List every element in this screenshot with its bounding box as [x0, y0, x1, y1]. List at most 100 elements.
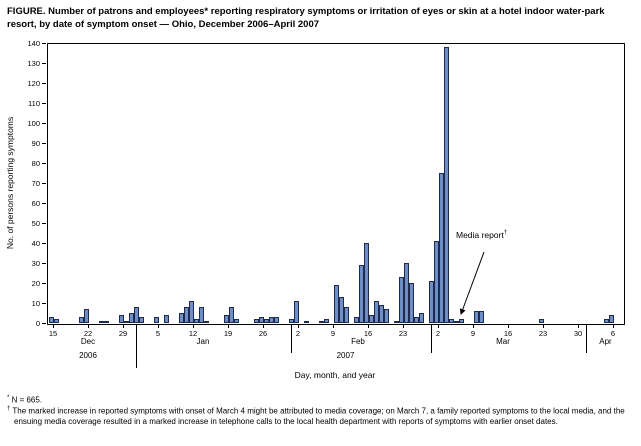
y-tick: [42, 203, 46, 204]
bar: [54, 319, 59, 323]
bar: [539, 319, 544, 323]
y-tick-label: 60: [31, 199, 40, 208]
y-tick: [42, 223, 46, 224]
bar: [364, 243, 369, 323]
month-divider: [430, 324, 432, 353]
month-label: Feb: [351, 337, 365, 346]
month-divider: [585, 324, 587, 353]
bar: [459, 319, 464, 323]
y-tick: [42, 263, 46, 264]
x-tick: [263, 324, 264, 328]
y-tick-label: 80: [31, 159, 40, 168]
bar: [294, 301, 299, 323]
bar: [84, 309, 89, 323]
y-tick: [42, 143, 46, 144]
x-tick-label: 16: [363, 329, 373, 338]
x-tick: [88, 324, 89, 328]
y-tick: [42, 123, 46, 124]
y-tick-label: 130: [27, 59, 40, 68]
y-tick: [42, 183, 46, 184]
x-tick-label: 22: [83, 329, 93, 338]
bar: [374, 301, 379, 323]
bar: [379, 305, 384, 323]
bar: [179, 313, 184, 323]
bar: [124, 321, 129, 323]
bar: [134, 307, 139, 323]
figure-title: FIGURE. Number of patrons and employees*…: [7, 6, 605, 30]
year-divider: [135, 324, 137, 368]
bar: [609, 315, 614, 323]
bar: [99, 321, 104, 323]
annotation-text: Media report: [456, 230, 504, 240]
bar: [454, 321, 459, 323]
y-tick-label: 90: [31, 139, 40, 148]
bar: [444, 47, 449, 323]
bar: [274, 317, 279, 323]
bar: [479, 311, 484, 323]
bar: [394, 321, 399, 323]
y-tick-label: 10: [31, 299, 40, 308]
y-tick-label: 0: [35, 319, 40, 328]
footnote-n: * N = 665.: [7, 395, 43, 405]
bar: [369, 315, 374, 323]
y-tick-label: 50: [31, 219, 40, 228]
y-tick: [42, 83, 46, 84]
bar: [204, 321, 209, 323]
bar: [264, 319, 269, 323]
y-tick: [42, 243, 46, 244]
x-tick-label: 15: [48, 329, 58, 338]
bar: [439, 173, 444, 323]
bar: [269, 317, 274, 323]
x-tick-label: 5: [155, 329, 161, 338]
bar: [409, 283, 414, 323]
x-tick: [53, 324, 54, 328]
bar: [319, 321, 324, 323]
bar: [229, 307, 234, 323]
x-tick: [543, 324, 544, 328]
bar: [129, 313, 134, 323]
x-tick-label: 30: [573, 329, 583, 338]
y-tick: [42, 283, 46, 284]
bar: [164, 315, 169, 323]
x-tick: [298, 324, 299, 328]
x-tick-label: 29: [118, 329, 128, 338]
bar: [254, 319, 259, 323]
y-tick: [42, 323, 46, 324]
y-tick-label: 40: [31, 239, 40, 248]
bar: [339, 297, 344, 323]
bar: [404, 263, 409, 323]
x-tick-label: 19: [223, 329, 233, 338]
x-tick-label: 12: [188, 329, 198, 338]
x-tick: [228, 324, 229, 328]
x-tick-label: 9: [470, 329, 476, 338]
annotation-dagger: †: [503, 230, 508, 237]
plot-frame: [47, 43, 625, 325]
bar: [414, 317, 419, 323]
bar: [334, 285, 339, 323]
bar: [399, 277, 404, 323]
bar: [224, 315, 229, 323]
bar: [194, 319, 199, 323]
bar: [104, 321, 109, 323]
y-tick: [42, 43, 46, 44]
bar: [234, 319, 239, 323]
y-tick-label: 30: [31, 259, 40, 268]
media-report-annotation: Media report†: [456, 230, 507, 240]
bar: [354, 317, 359, 323]
x-tick-label: 23: [398, 329, 408, 338]
bar: [604, 319, 609, 323]
y-tick: [42, 163, 46, 164]
x-tick-label: 26: [258, 329, 268, 338]
month-label: Mar: [496, 337, 510, 346]
bar: [429, 281, 434, 323]
bar: [184, 307, 189, 323]
month-label: Apr: [599, 337, 612, 346]
y-tick: [42, 63, 46, 64]
year-label: 2006: [79, 351, 97, 360]
bar: [154, 317, 159, 323]
bar: [359, 265, 364, 323]
x-axis-title: Day, month, and year: [294, 370, 376, 380]
x-tick-label: 2: [435, 329, 441, 338]
